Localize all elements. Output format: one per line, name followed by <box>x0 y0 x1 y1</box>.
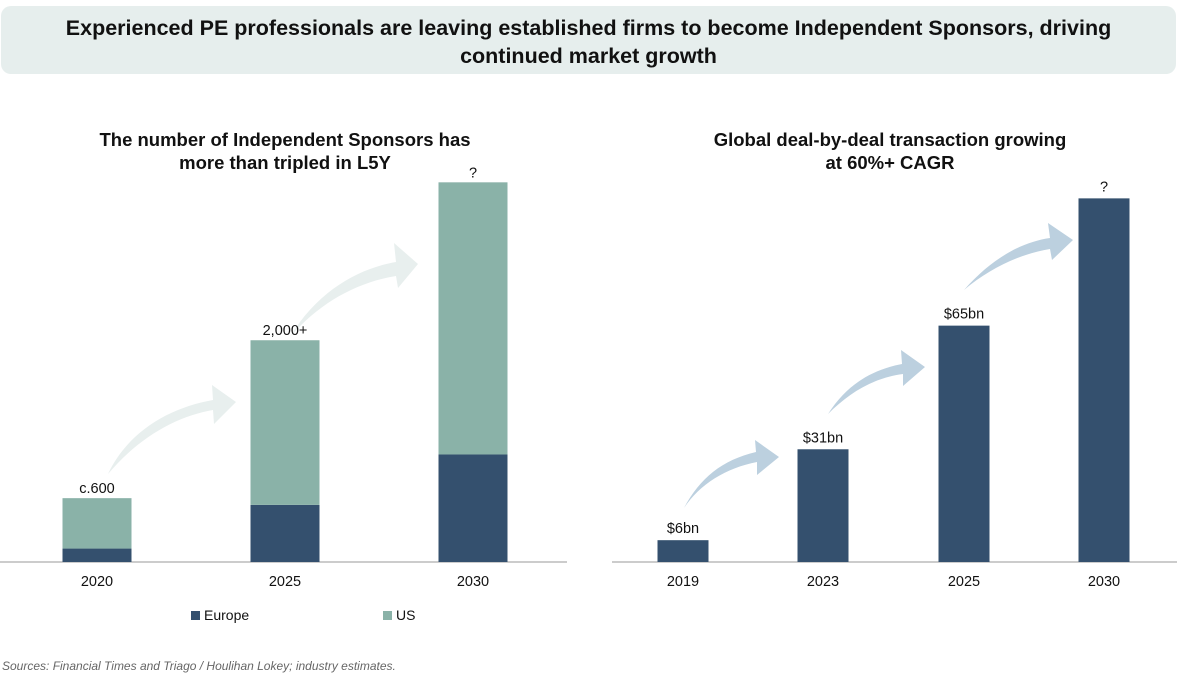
bar-deals-2030 <box>1078 198 1130 562</box>
bar-deals-2023 <box>797 449 849 562</box>
left-chart-title: The number of Independent Sponsors has m… <box>30 128 540 174</box>
data-label-deals-2025: $65bn <box>944 307 984 323</box>
x-tick-2025: 2025 <box>269 574 301 590</box>
legend-swatch-europe <box>191 610 200 620</box>
right-chart-title-line-1: Global deal-by-deal transaction growing <box>713 129 1067 150</box>
x-tick-deals-2023: 2023 <box>807 574 839 590</box>
data-label-deals-2019: $6bn <box>667 521 699 537</box>
right-growth-arrow-1 <box>684 440 779 508</box>
left-chart: c.600 2020 2,000+ 2025? 2030 <box>0 165 567 590</box>
data-label-deals-2023: $31bn <box>803 430 843 446</box>
legend-item-us: US <box>383 607 415 623</box>
left-chart-title-line-2: more than tripled in L5Y <box>179 152 391 173</box>
bar-us-2020 <box>62 498 132 549</box>
left-growth-arrow-1 <box>108 385 236 474</box>
left-chart-title-line-1: The number of Independent Sponsors has <box>99 129 471 150</box>
data-label-2025: 2,000+ <box>263 323 308 339</box>
legend-item-europe: Europe <box>191 607 249 623</box>
bar-deals-2025 <box>938 325 990 562</box>
bar-deals-2019 <box>657 540 709 562</box>
legend-swatch-us <box>383 610 392 620</box>
legend-label-europe: Europe <box>204 607 250 623</box>
left-growth-arrow-2 <box>290 243 418 337</box>
x-tick-2020: 2020 <box>81 574 113 590</box>
data-label-2020: c.600 <box>79 481 114 497</box>
x-tick-2030: 2030 <box>457 574 489 590</box>
data-label-2030: ? <box>469 165 477 181</box>
header-title-line-1: Experienced PE professionals are leaving… <box>65 16 1112 40</box>
header-title-line-2: continued market growth <box>460 44 717 68</box>
bar-europe-2025 <box>250 504 320 562</box>
right-chart-title-line-2: at 60%+ CAGR <box>825 152 955 173</box>
source-note: Sources: Financial Times and Triago / Ho… <box>2 659 396 673</box>
bar-europe-2020 <box>62 548 132 562</box>
legend-label-us: US <box>396 607 416 623</box>
right-chart: $6bn 2019 $31bn 2023 $65bn 2025? 2030 <box>612 179 1177 590</box>
right-growth-arrow-3 <box>964 223 1073 290</box>
header-banner: Experienced PE professionals are leaving… <box>1 6 1176 74</box>
left-growth-arrows <box>108 243 418 474</box>
right-growth-arrow-2 <box>828 350 925 414</box>
right-growth-arrows <box>684 223 1073 508</box>
data-label-deals-2030: ? <box>1100 179 1108 195</box>
right-chart-title: Global deal-by-deal transaction growing … <box>640 128 1140 174</box>
bar-us-2030 <box>438 182 508 455</box>
bar-europe-2030 <box>438 454 508 562</box>
x-tick-deals-2030: 2030 <box>1088 574 1120 590</box>
bar-us-2025 <box>250 340 320 505</box>
x-tick-deals-2019: 2019 <box>667 574 699 590</box>
x-tick-deals-2025: 2025 <box>948 574 980 590</box>
